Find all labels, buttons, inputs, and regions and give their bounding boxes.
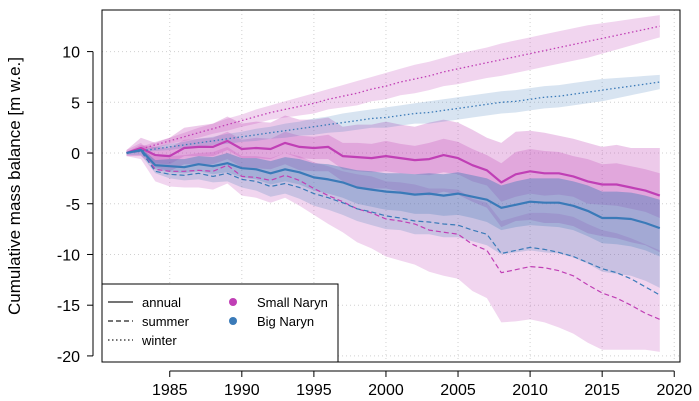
big-naryn-winter-line (126, 81, 660, 154)
x-tick-label: 2020 (656, 382, 692, 399)
x-tick-label: 1985 (152, 382, 188, 399)
x-tick-label: 2005 (440, 382, 476, 399)
legend-label-small-naryn: Small Naryn (257, 295, 328, 310)
series-lines (126, 25, 661, 320)
big-naryn-annual-inner-band (126, 148, 660, 257)
small-naryn-annual-line (126, 139, 661, 197)
legend-label-annual: annual (142, 295, 181, 310)
small-naryn-summer-band (126, 142, 660, 352)
legend: annual summer winter Small Naryn Big Naryn (101, 283, 339, 363)
small-naryn-annual-band (126, 115, 660, 253)
small-naryn-winter-band (126, 15, 660, 154)
x-tick-label: 2010 (512, 382, 548, 399)
x-tick-label: 2015 (584, 382, 620, 399)
legend-box (101, 283, 339, 363)
big-naryn-summer-line (126, 150, 661, 296)
y-tick-label: -15 (57, 298, 80, 315)
big-naryn-winter-band (126, 74, 660, 154)
legend-marker-big-naryn (229, 317, 237, 325)
uncertainty-bands (126, 15, 660, 352)
x-tick-label: 2000 (368, 382, 404, 399)
small-naryn-summer-line (126, 150, 661, 320)
legend-label-winter: winter (141, 333, 177, 348)
small-naryn-winter-line (126, 25, 660, 154)
x-tick-label: 1990 (224, 382, 260, 399)
y-tick-label: -5 (66, 197, 80, 214)
grid-lines (102, 10, 680, 362)
x-axis: 1985 1990 1995 2000 2005 2010 2015 2020 (152, 370, 692, 399)
y-tick-label: 5 (71, 95, 80, 112)
y-tick-label: 0 (71, 146, 80, 163)
big-naryn-annual-line (126, 148, 661, 230)
legend-label-summer: summer (142, 314, 190, 329)
y-axis: -20 -15 -10 -5 0 5 10 (57, 45, 94, 366)
legend-label-big-naryn: Big Naryn (257, 314, 314, 329)
small-naryn-annual-inner-band (126, 131, 660, 218)
plot-frame (101, 9, 681, 363)
x-tick-label: 1995 (296, 382, 332, 399)
y-tick-label: -10 (57, 247, 80, 264)
y-axis-label: Cumulative mass balance [m w.e.] (5, 57, 24, 315)
y-tick-label: -20 (57, 349, 80, 366)
y-tick-label: 10 (62, 45, 80, 62)
legend-marker-small-naryn (229, 298, 237, 306)
